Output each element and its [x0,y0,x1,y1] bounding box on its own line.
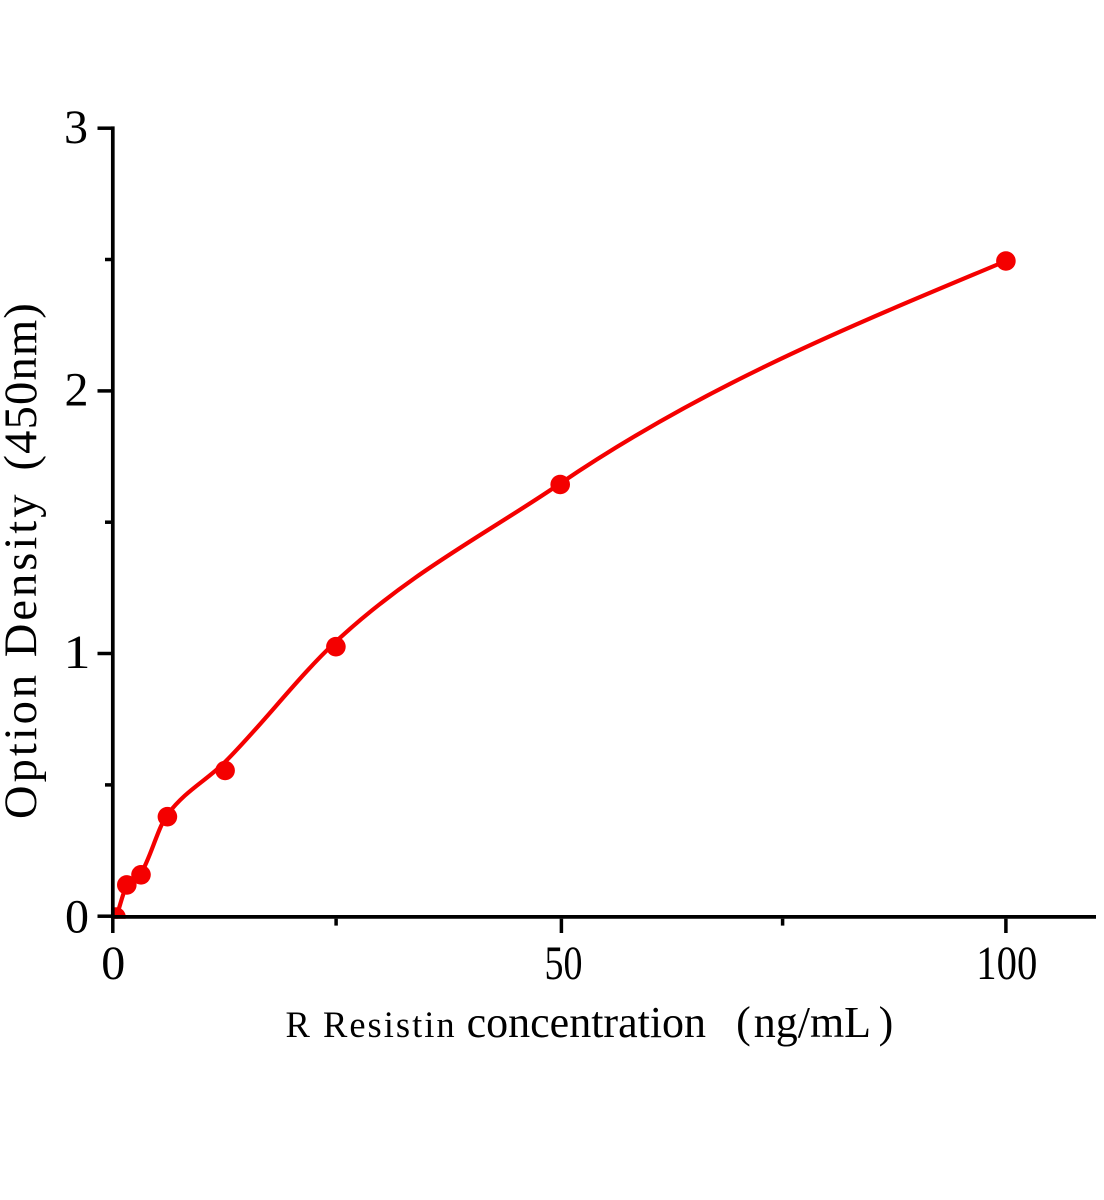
svg-text:1: 1 [64,626,91,679]
svg-text:2: 2 [65,364,89,417]
svg-text:100: 100 [976,937,1037,990]
svg-text:50: 50 [545,937,583,990]
svg-text:3: 3 [64,101,88,154]
svg-text:0: 0 [101,937,125,990]
svg-text:0: 0 [65,890,89,943]
svg-text:Option Density(450nm): Option Density(450nm) [0,302,47,819]
